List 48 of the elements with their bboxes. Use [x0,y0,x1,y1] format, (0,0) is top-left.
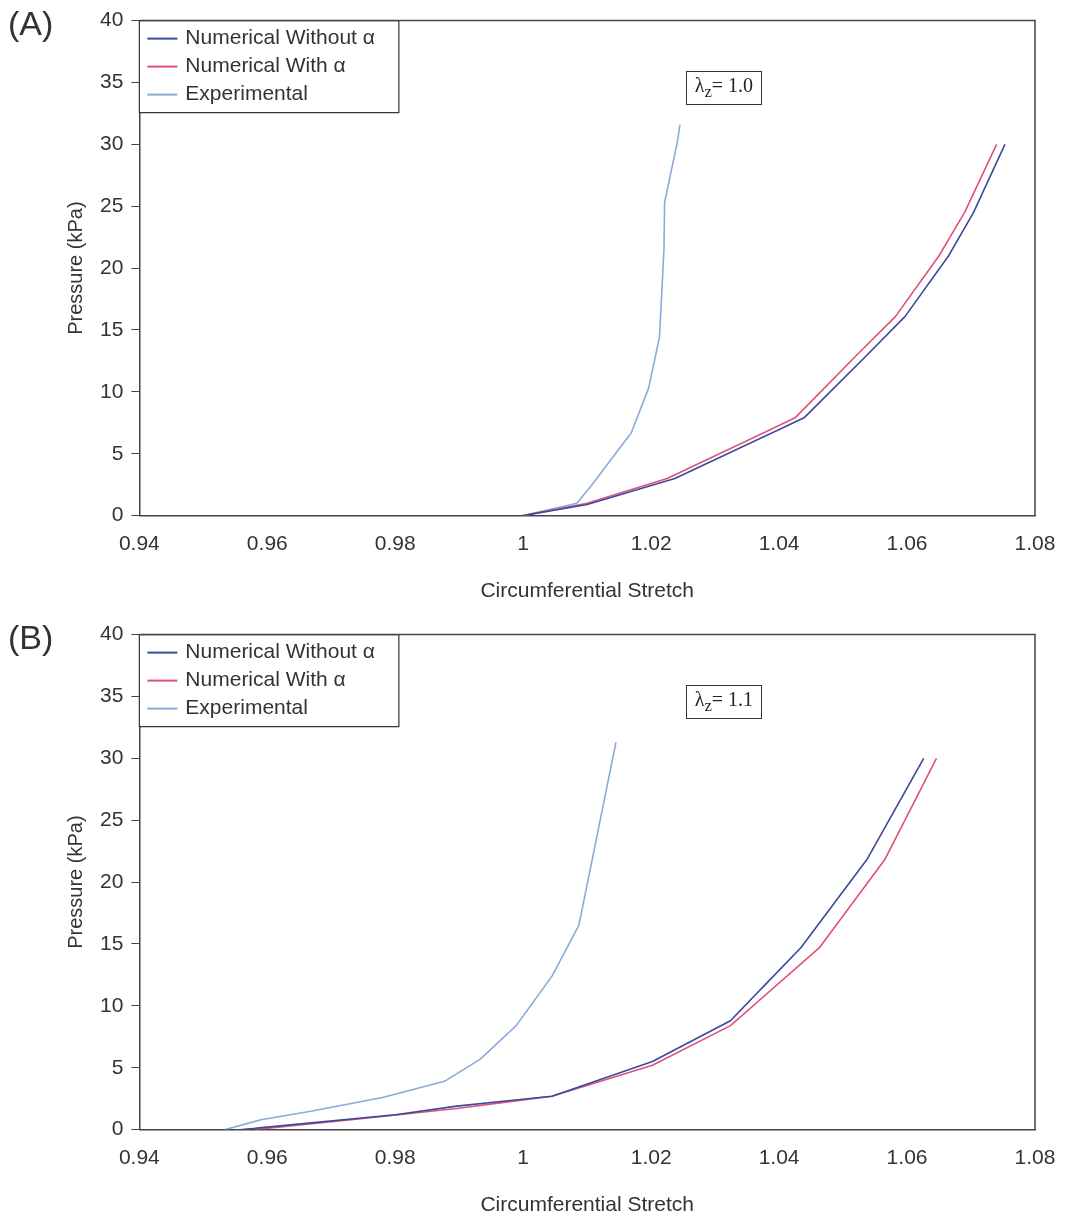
x-tick-label: 1.06 [886,1145,928,1168]
y-tick-label: 20 [100,254,124,278]
legend-label: Experimental [185,695,308,719]
y-tick-label: 35 [100,683,124,707]
legend-label: Numerical Without α [185,639,375,663]
legend-label: Experimental [185,81,308,105]
x-tick-label: 0.94 [118,1145,161,1168]
legend-label: Numerical Without α [185,25,375,49]
x-tick-label: 0.96 [246,1145,288,1168]
x-tick-label: 1.08 [1014,531,1056,554]
x-tick-label: 1 [517,531,530,554]
y-tick-label: 20 [100,868,124,892]
x-tick-label: 0.98 [374,531,416,554]
y-tick-label: 15 [100,930,124,954]
legend-label: Numerical With α [185,53,346,77]
x-tick-label: 1.02 [630,1145,672,1168]
y-tick-label: 5 [111,1054,124,1078]
chart-title: (A) [8,4,54,43]
y-tick-label: 30 [100,131,124,155]
y-tick-label: 25 [100,807,124,831]
y-tick-label: 15 [100,316,124,340]
y-tick-label: 35 [100,69,124,93]
legend-label: Numerical With α [185,667,346,691]
y-tick-label: 0 [111,502,124,526]
y-tick-label: 40 [100,7,124,31]
y-tick-label: 10 [100,992,124,1016]
x-tick-label: 1 [517,1145,530,1168]
x-tick-label: 1.08 [1014,1145,1056,1168]
x-tick-label: 1.02 [630,531,672,554]
y-tick-label: 5 [111,440,124,464]
annotation: λ$_{z}$= 1.1 [685,684,763,719]
x-tick-label: 1.04 [758,1145,800,1168]
y-tick-label: 25 [100,193,124,217]
x-tick-label: 1.06 [886,531,928,554]
y-tick-label: 30 [100,745,124,769]
x-tick-label: 0.96 [246,531,288,554]
x-tick-label: 1.04 [758,531,800,554]
x-axis-title: Circumferential Stretch [480,1192,694,1216]
annotation: λ$_{z}$= 1.0 [685,70,763,105]
y-axis-title: Pressure (kPa) [63,201,86,335]
y-tick-label: 0 [111,1116,124,1140]
x-tick-label: 0.94 [118,531,161,554]
x-tick-label: 0.98 [374,1145,416,1168]
x-axis-title: Circumferential Stretch [480,578,694,602]
chart-title: (B) [8,618,54,657]
y-tick-label: 10 [100,378,124,402]
y-axis-title: Pressure (kPa) [63,815,86,949]
y-tick-label: 40 [100,621,124,645]
